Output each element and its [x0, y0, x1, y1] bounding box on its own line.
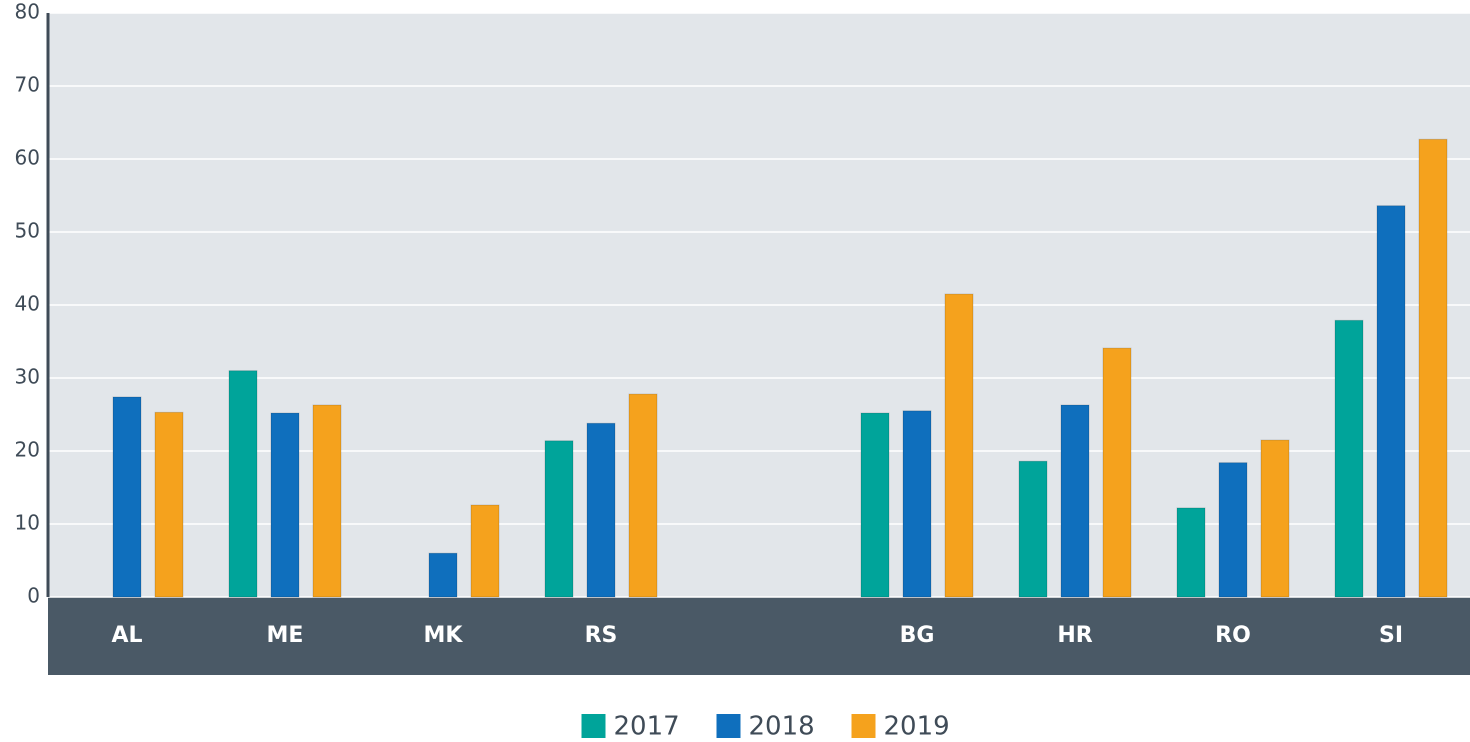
- bar: [544, 440, 574, 598]
- y-tick-label: 0: [27, 584, 40, 608]
- bar: [428, 552, 458, 598]
- bar: [1102, 347, 1132, 598]
- bar: [586, 422, 616, 598]
- y-tick-label: 20: [15, 438, 40, 462]
- bar: [1176, 507, 1206, 598]
- bar: [628, 393, 658, 598]
- legend-label: 2017: [614, 712, 680, 742]
- bar: [1334, 319, 1364, 598]
- x-tick-label: RO: [1215, 623, 1251, 648]
- bar: [112, 396, 142, 598]
- y-tick-label: 30: [15, 365, 40, 389]
- bar: [154, 411, 184, 598]
- bar: [1060, 404, 1090, 598]
- x-tick-label: BG: [900, 623, 935, 648]
- y-tick-label: 50: [15, 219, 40, 243]
- y-tick-label: 40: [15, 292, 40, 316]
- legend-label: 2019: [884, 712, 950, 742]
- legend-swatch: [716, 714, 741, 738]
- x-tick-label: AL: [111, 623, 142, 648]
- bar: [312, 404, 342, 598]
- x-tick-label: ME: [267, 623, 304, 648]
- y-tick-label: 60: [15, 146, 40, 170]
- bar: [470, 504, 500, 598]
- bar: [1018, 460, 1048, 598]
- bar: [902, 410, 932, 598]
- category-band: [48, 597, 1470, 675]
- y-tick-label: 70: [15, 73, 40, 97]
- bar: [1218, 462, 1248, 598]
- x-tick-label: HR: [1057, 623, 1092, 648]
- legend-swatch: [851, 714, 876, 738]
- bar: [1376, 205, 1406, 598]
- x-tick-label: MK: [424, 623, 464, 648]
- bar: [1418, 138, 1448, 598]
- legend-swatch: [581, 714, 606, 738]
- bar: [860, 412, 890, 598]
- x-tick-label: SI: [1379, 623, 1403, 648]
- legend-label: 2018: [749, 712, 815, 742]
- bar: [228, 370, 258, 598]
- bar: [270, 412, 300, 598]
- y-tick-label: 80: [15, 0, 40, 24]
- bar: [1260, 439, 1290, 598]
- bar: [944, 293, 974, 598]
- y-tick-label: 10: [15, 511, 40, 535]
- x-tick-label: RS: [585, 623, 618, 648]
